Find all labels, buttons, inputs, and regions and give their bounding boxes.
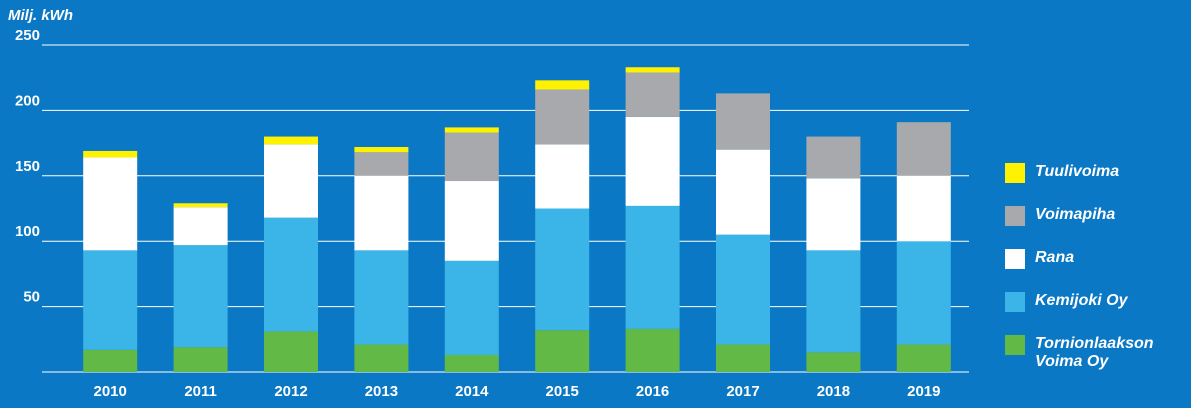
bar-segment xyxy=(716,93,770,150)
bar-segment xyxy=(806,136,861,179)
bar-segment xyxy=(625,116,680,206)
legend-label: Rana xyxy=(1035,249,1075,266)
y-tick-label: 100 xyxy=(15,223,40,240)
bar-segment xyxy=(173,203,228,208)
bar-segment xyxy=(444,354,499,372)
legend-swatch xyxy=(1005,206,1025,226)
legend-item: Voimapiha xyxy=(1005,206,1185,226)
y-tick-label: 200 xyxy=(15,92,40,109)
bar-segment xyxy=(806,352,861,372)
bar-segment xyxy=(716,149,770,235)
x-tick-label: 2018 xyxy=(817,383,850,400)
bar-segment xyxy=(444,260,499,355)
legend-item: Kemijoki Oy xyxy=(1005,292,1185,312)
bar-segment xyxy=(173,347,228,372)
x-tick-label: 2015 xyxy=(546,383,579,400)
bar-segment xyxy=(625,328,680,372)
bar-segment xyxy=(806,250,861,353)
bar-segment xyxy=(716,344,770,372)
bar-segment xyxy=(264,217,318,332)
bar-segment xyxy=(535,330,590,372)
legend-swatch xyxy=(1005,292,1025,312)
x-tick-label: 2011 xyxy=(184,383,217,400)
legend-swatch xyxy=(1005,163,1025,183)
bar-segment xyxy=(354,175,409,251)
legend-label: Tornionlaakson Voima Oy xyxy=(1035,335,1154,370)
legend-item: Tuulivoima xyxy=(1005,163,1185,183)
legend-item: Rana xyxy=(1005,249,1185,269)
bar-segment xyxy=(354,147,409,153)
bar-segment xyxy=(264,331,318,372)
bar-segment xyxy=(83,250,138,350)
bar-segment xyxy=(173,207,228,246)
legend-swatch xyxy=(1005,249,1025,269)
bar-segment xyxy=(625,67,680,73)
x-tick-label: 2010 xyxy=(94,383,127,400)
x-tick-label: 2016 xyxy=(636,383,669,400)
bar-segment xyxy=(896,122,951,176)
x-tick-label: 2013 xyxy=(365,383,398,400)
legend-swatch xyxy=(1005,335,1025,355)
bar-segment xyxy=(444,181,499,261)
x-tick-label: 2017 xyxy=(726,383,759,400)
x-tick-label: 2014 xyxy=(455,383,489,400)
y-axis-label: Milj. kWh xyxy=(8,7,73,24)
legend-label: Tuulivoima xyxy=(1035,163,1120,180)
bar-segment xyxy=(83,150,138,158)
bar-segment xyxy=(535,80,590,90)
bar-segment xyxy=(264,136,318,145)
legend-label: Voimapiha xyxy=(1035,206,1116,223)
x-tick-label: 2012 xyxy=(274,383,307,400)
bar-segment xyxy=(264,144,318,218)
y-tick-label: 150 xyxy=(15,158,40,175)
bar-segment xyxy=(896,175,951,242)
bar-segment xyxy=(535,89,590,145)
bar-segment xyxy=(625,72,680,117)
legend-label: Kemijoki Oy xyxy=(1035,292,1128,309)
bar-segment xyxy=(83,157,138,251)
bar-segment xyxy=(896,344,951,372)
bar-segment xyxy=(625,205,680,329)
bar-segment xyxy=(83,349,138,372)
bar-segment xyxy=(806,178,861,251)
bar-segment xyxy=(354,344,409,372)
bar-segment xyxy=(354,250,409,345)
bar-segment xyxy=(354,152,409,176)
y-tick-label: 250 xyxy=(15,27,40,44)
legend-item: Tornionlaakson Voima Oy xyxy=(1005,335,1185,371)
x-tick-label: 2019 xyxy=(907,383,940,400)
bar-segment xyxy=(896,241,951,345)
bar-segment xyxy=(716,234,770,345)
bar-segment xyxy=(444,132,499,182)
bar-segment xyxy=(535,144,590,209)
bar-segment xyxy=(444,127,499,133)
y-tick-label: 50 xyxy=(23,289,40,306)
bar-segment xyxy=(173,245,228,348)
bar-segment xyxy=(535,208,590,331)
